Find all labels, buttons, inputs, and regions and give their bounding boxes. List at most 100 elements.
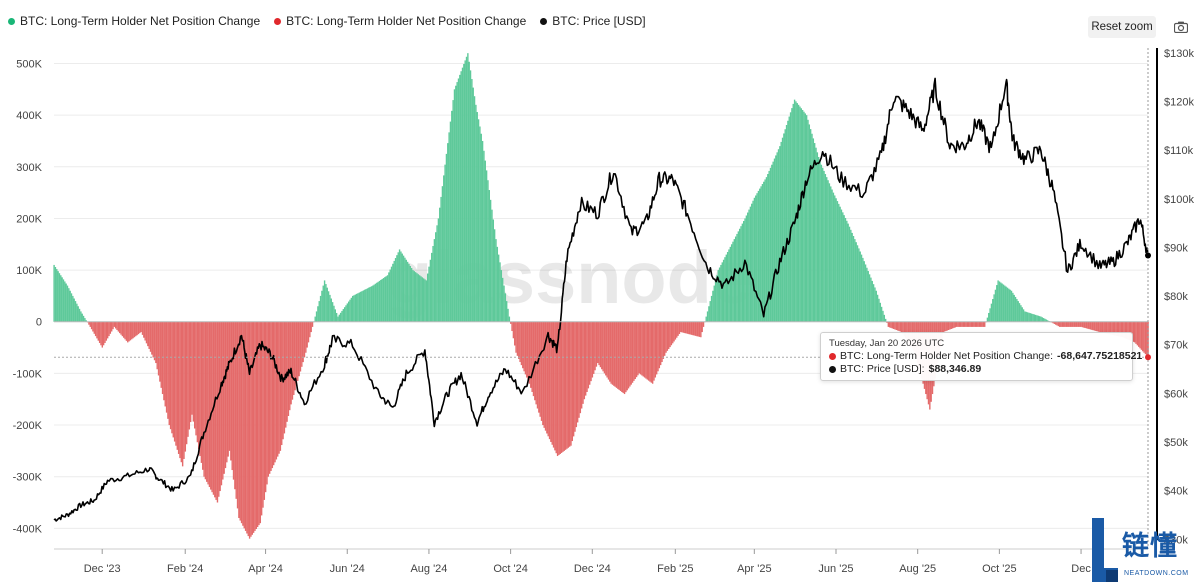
y-right-tick-label: $40k [1164, 486, 1188, 498]
tooltip-value: -68,647.75218521 [1057, 350, 1143, 362]
bar [516, 321, 519, 356]
bar [1111, 321, 1113, 335]
bar [996, 285, 998, 322]
bar [816, 152, 819, 322]
bar [784, 129, 786, 322]
bar [244, 321, 247, 531]
legend-item-price[interactable]: BTC: Price [USD] [540, 14, 646, 28]
bar [459, 74, 461, 322]
bar [585, 321, 587, 396]
y-left-tick-label: 0 [36, 317, 42, 329]
bar [555, 321, 557, 454]
bar [689, 321, 691, 335]
bar [567, 321, 569, 448]
bar [747, 212, 749, 322]
bar [1076, 321, 1078, 327]
bar [501, 277, 504, 322]
bar [1005, 286, 1007, 322]
bar [969, 321, 971, 327]
bar [678, 321, 681, 334]
bar [191, 321, 193, 415]
bar [760, 186, 762, 322]
bar [192, 321, 195, 422]
tooltip-marker-net-position [829, 352, 836, 360]
bar [62, 279, 65, 322]
bar [1056, 321, 1058, 326]
bar [789, 112, 792, 322]
bar [536, 321, 539, 409]
camera-icon[interactable] [1168, 16, 1194, 38]
bar [945, 321, 947, 332]
bar [901, 321, 903, 333]
bar [1008, 288, 1010, 322]
bar [791, 108, 793, 322]
bar [444, 164, 446, 322]
bar [1109, 321, 1112, 335]
bar [955, 321, 958, 327]
bar [741, 223, 744, 322]
bar [872, 284, 875, 322]
bar [748, 209, 750, 322]
bar [852, 236, 855, 322]
bar [801, 109, 804, 322]
bar [358, 292, 361, 322]
bar [136, 321, 138, 336]
bar [207, 321, 209, 485]
bar [66, 285, 69, 322]
bar [733, 239, 736, 322]
bar [1091, 321, 1093, 330]
bar [426, 273, 429, 322]
bar [323, 280, 326, 322]
bar [448, 132, 450, 322]
bar [128, 321, 130, 342]
bar [614, 321, 616, 387]
bar [455, 85, 457, 322]
bar [307, 321, 310, 343]
bar [1092, 321, 1094, 331]
bar [602, 321, 604, 372]
bar [515, 321, 517, 353]
bar [475, 104, 477, 322]
legend-item-ltnpc-positive[interactable]: BTC: Long-Term Holder Net Position Chang… [8, 14, 260, 28]
bar [552, 321, 555, 448]
bar [559, 321, 561, 454]
bar [195, 321, 197, 436]
bar [1081, 321, 1084, 328]
tooltip-label: BTC: Long-Term Holder Net Position Chang… [840, 350, 1054, 362]
x-tick-label: Apr '25 [737, 563, 772, 575]
bar [460, 71, 462, 322]
bar [848, 226, 851, 322]
bar [317, 306, 319, 322]
bar [951, 321, 954, 329]
bar [702, 321, 705, 327]
bar [226, 321, 228, 463]
bar [657, 321, 659, 372]
bar [429, 259, 432, 322]
bar [1072, 321, 1074, 327]
bar [210, 321, 212, 490]
bar [88, 321, 90, 325]
bar [799, 106, 801, 322]
legend-label: BTC: Long-Term Holder Net Position Chang… [286, 14, 527, 28]
legend-item-ltnpc-negative[interactable]: BTC: Long-Term Holder Net Position Chang… [274, 14, 526, 28]
bar [736, 233, 738, 322]
bar [297, 321, 299, 381]
bar [208, 321, 211, 488]
bar [309, 321, 311, 338]
bar [345, 305, 347, 322]
bar [80, 311, 82, 322]
bar [639, 321, 642, 375]
bar [698, 321, 701, 337]
bar [1144, 321, 1147, 355]
bar [252, 321, 255, 533]
bar [961, 321, 963, 327]
bar [554, 321, 556, 451]
reset-zoom-button[interactable]: Reset zoom [1088, 16, 1156, 38]
bar [491, 209, 493, 322]
bar [1000, 282, 1002, 322]
bar [883, 314, 886, 322]
bar [706, 311, 709, 322]
bar [73, 298, 75, 322]
bar [958, 321, 960, 327]
